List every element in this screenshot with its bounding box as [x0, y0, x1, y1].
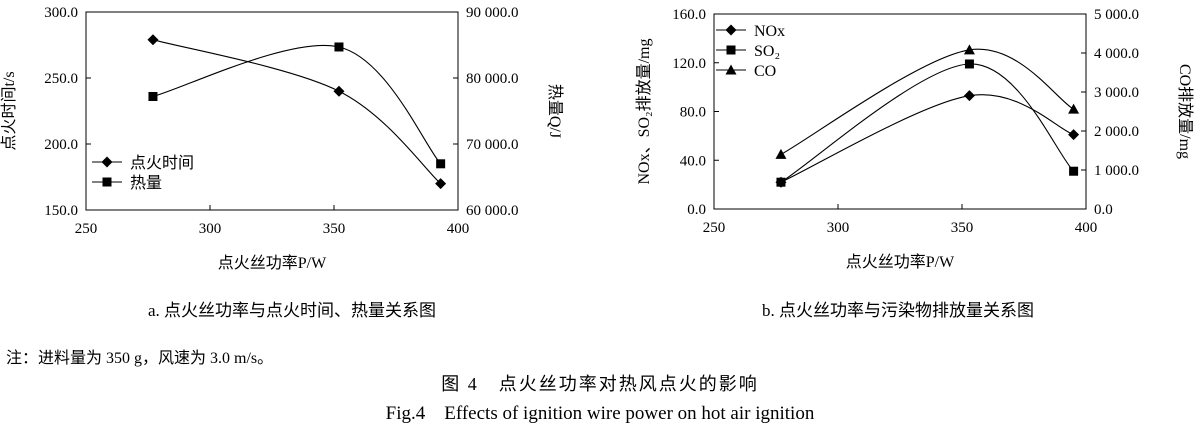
- data-point-2-0: [775, 148, 787, 159]
- y-right-axis-title: CO排放量/mg: [1176, 64, 1194, 159]
- data-point-0-1: [963, 90, 975, 102]
- figure-title-english: Fig.4 Effects of ignition wire power on …: [385, 403, 815, 424]
- figure-note: 注：进料量为 350 g，风速为 3.0 m/s。: [6, 350, 274, 367]
- data-point-2-1: [963, 44, 975, 55]
- series-line-0: [152, 39, 441, 185]
- legend-marker: [725, 64, 737, 75]
- x-tick-label: 250: [703, 220, 726, 236]
- legend-label: SO₂: [754, 43, 780, 60]
- legend-label: CO: [754, 63, 776, 80]
- x-tick-label: 350: [323, 221, 346, 237]
- legend-marker: [725, 24, 737, 36]
- y-right-tick-label: 60 000.0: [466, 203, 519, 219]
- data-point-1-1: [964, 59, 974, 69]
- subcaption-a: a. 点火丝功率与点火时间、热量关系图: [148, 301, 437, 320]
- chart-panel-b: 250 300 350 400 0.0 40.0 80.0 120.0 160.0 0.0 1 00…: [635, 7, 1194, 271]
- y-left-axis-title: NOx、SO₂排放量/mg: [635, 38, 653, 184]
- x-axis-title: 点火丝功率P/W: [846, 253, 955, 271]
- x-tick-label: 350: [951, 220, 974, 236]
- x-tick-label: 300: [199, 221, 222, 237]
- x-tick-label: 400: [447, 221, 470, 237]
- data-point-0-0: [147, 34, 159, 46]
- series-line-1: [780, 63, 1074, 183]
- y-left-tick-label: 0.0: [687, 202, 706, 218]
- legend-label: 点火时间: [130, 154, 194, 172]
- y-right-tick-label: 90 000.0: [466, 5, 519, 21]
- legend-marker: [726, 45, 736, 55]
- y-right-tick-label: 3 000.0: [1094, 85, 1139, 101]
- y-right-axis-title: 热量Q/J: [546, 84, 564, 138]
- y-left-tick-label: 160.0: [672, 7, 706, 23]
- y-left-tick-label: 300.0: [44, 5, 78, 21]
- plot-frame: [85, 11, 459, 211]
- subcaption-b: b. 点火丝功率与污染物排放量关系图: [762, 301, 1034, 320]
- data-point-0-1: [333, 85, 345, 97]
- data-point-1-0: [776, 177, 786, 187]
- series-line-1: [152, 45, 442, 165]
- y-left-tick-label: 150.0: [44, 203, 78, 219]
- y-right-tick-label: 2 000.0: [1094, 124, 1139, 140]
- data-point-2-2: [1068, 103, 1080, 114]
- series-line-0: [780, 94, 1074, 183]
- figure-title-chinese: 图 4 点火丝功率对热风点火的影响: [441, 374, 759, 394]
- y-right-tick-label: 1 000.0: [1094, 163, 1139, 179]
- y-left-tick-label: 80.0: [680, 105, 706, 121]
- legend-marker: [101, 156, 113, 168]
- data-point-1-0: [148, 91, 158, 101]
- y-left-tick-label: 200.0: [44, 137, 78, 153]
- y-right-tick-label: 0.0: [1094, 202, 1113, 218]
- data-point-1-1: [334, 42, 344, 52]
- data-point-0-2: [435, 178, 447, 190]
- legend-marker: [102, 177, 112, 187]
- chart-panel-a: 250 300 350 400 150.0 200.0 250.0 300.0 60 000.0…: [0, 5, 564, 272]
- x-tick-label: 400: [1075, 220, 1098, 236]
- x-axis-title: 点火丝功率P/W: [218, 254, 327, 272]
- data-point-0-2: [1068, 129, 1080, 141]
- y-left-tick-label: 40.0: [680, 153, 706, 169]
- y-left-tick-label: 120.0: [672, 56, 706, 72]
- legend-label: 热量: [130, 174, 162, 192]
- y-left-tick-label: 250.0: [44, 71, 78, 87]
- series-line-2: [780, 48, 1074, 155]
- x-tick-label: 250: [75, 221, 98, 237]
- y-right-tick-label: 80 000.0: [466, 71, 519, 87]
- data-point-1-2: [436, 159, 446, 169]
- y-left-axis-title: 点火时间t/s: [0, 71, 18, 150]
- y-right-tick-label: 5 000.0: [1094, 7, 1139, 23]
- legend-label: NOx: [754, 23, 785, 40]
- y-right-tick-label: 70 000.0: [466, 137, 519, 153]
- data-point-1-2: [1069, 166, 1079, 176]
- x-tick-label: 300: [827, 220, 850, 236]
- y-right-tick-label: 4 000.0: [1094, 46, 1139, 62]
